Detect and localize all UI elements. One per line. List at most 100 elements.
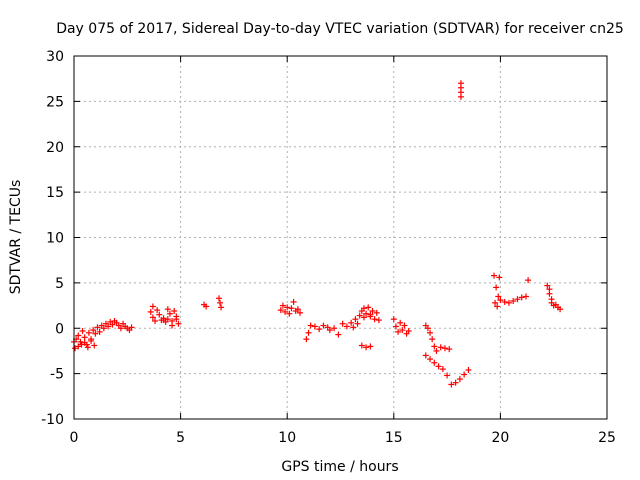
data-point — [427, 356, 434, 363]
data-point — [217, 299, 224, 306]
y-tick-label: 10 — [46, 231, 64, 247]
data-point — [544, 282, 551, 289]
data-point — [497, 297, 504, 304]
data-point — [465, 366, 472, 373]
data-point — [169, 322, 176, 329]
data-point — [360, 314, 367, 321]
y-axis-label: SDTVAR / TECUs — [8, 180, 24, 295]
data-point — [522, 293, 529, 300]
data-point — [548, 296, 555, 303]
data-point — [492, 299, 499, 306]
data-point — [446, 346, 453, 353]
data-point — [91, 342, 98, 349]
data-point — [277, 307, 284, 314]
data-point — [149, 303, 156, 310]
data-point — [311, 323, 318, 330]
data-point — [352, 316, 359, 323]
data-point — [282, 308, 289, 315]
data-point — [457, 93, 464, 100]
data-point — [92, 330, 99, 337]
data-point — [439, 366, 446, 373]
data-point — [85, 329, 92, 336]
chart-title: Day 075 of 2017, Sidereal Day-to-day VTE… — [56, 21, 624, 37]
data-points — [71, 80, 564, 388]
data-point — [401, 322, 408, 329]
x-tick-label: 20 — [491, 430, 509, 446]
data-point — [79, 327, 86, 334]
data-point — [448, 381, 455, 388]
data-point — [307, 322, 314, 329]
data-point — [397, 319, 404, 326]
data-point — [437, 344, 444, 351]
data-point — [215, 295, 222, 302]
data-point — [358, 342, 365, 349]
data-point — [339, 320, 346, 327]
data-point — [100, 325, 107, 332]
data-point — [429, 336, 436, 343]
data-point — [84, 344, 91, 351]
data-point — [424, 325, 431, 332]
data-point — [173, 316, 180, 323]
data-point — [495, 293, 502, 300]
data-point — [363, 344, 370, 351]
data-point — [326, 327, 333, 334]
data-point — [514, 296, 521, 303]
data-point — [316, 326, 323, 333]
data-point — [433, 347, 440, 354]
data-point — [78, 341, 85, 348]
data-point — [444, 372, 451, 379]
data-point — [354, 320, 361, 327]
data-point — [164, 306, 171, 313]
data-point — [286, 310, 293, 317]
data-point — [81, 339, 88, 346]
data-point — [88, 337, 95, 344]
data-point — [296, 309, 303, 316]
y-tick-label: 25 — [46, 94, 64, 110]
data-point — [303, 336, 310, 343]
data-point — [96, 328, 103, 335]
data-point — [171, 308, 178, 315]
y-tick-label: 20 — [46, 140, 64, 156]
data-point — [356, 312, 363, 319]
data-point — [149, 314, 156, 321]
x-tick-label: 15 — [385, 430, 403, 446]
data-point — [288, 305, 295, 312]
x-tick-label: 25 — [598, 430, 616, 446]
data-point — [525, 277, 532, 284]
data-point — [81, 334, 88, 341]
data-point — [320, 322, 327, 329]
data-point — [75, 343, 82, 350]
data-point — [284, 304, 291, 311]
data-point — [369, 308, 376, 315]
data-point — [456, 376, 463, 383]
data-point — [441, 345, 448, 352]
data-point — [147, 308, 154, 315]
data-point — [494, 303, 501, 310]
data-point — [399, 327, 406, 334]
data-point — [72, 345, 79, 352]
data-point — [367, 311, 374, 318]
y-tick-label: -10 — [41, 412, 64, 428]
data-point — [501, 298, 508, 305]
data-point — [218, 304, 225, 311]
data-point — [166, 310, 173, 317]
data-point — [279, 302, 286, 309]
data-point — [305, 329, 312, 336]
data-point — [435, 363, 442, 370]
data-point — [160, 317, 167, 324]
data-point — [431, 343, 438, 350]
data-point — [363, 310, 370, 317]
x-axis-label: GPS time / hours — [281, 459, 398, 475]
data-point — [491, 272, 498, 279]
x-tick-label: 5 — [176, 430, 185, 446]
data-point — [452, 379, 459, 386]
data-point — [105, 323, 112, 330]
data-point — [90, 327, 97, 334]
data-point — [175, 320, 182, 327]
y-tick-label: -5 — [50, 367, 64, 383]
data-point — [371, 316, 378, 323]
data-point — [94, 324, 101, 331]
data-point — [510, 298, 517, 305]
x-tick-label: 0 — [70, 430, 79, 446]
